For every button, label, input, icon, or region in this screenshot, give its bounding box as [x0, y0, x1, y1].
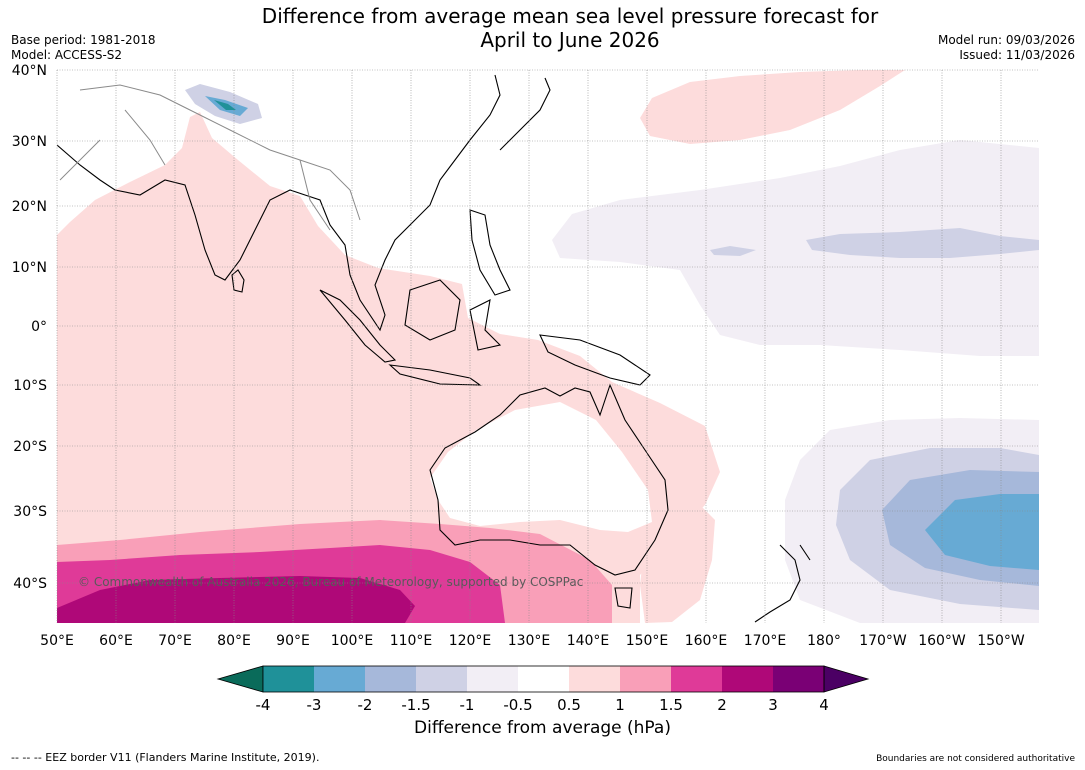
model-name: Model: ACCESS-S2 — [11, 48, 123, 62]
colorbar-segment-low-extend — [216, 665, 264, 693]
positive-band-2-to-3 — [57, 576, 415, 623]
colorbar-tick: 1.5 — [659, 696, 683, 714]
colorbar-segment — [671, 666, 722, 692]
colorbar-ticks: -4 -3 -2 -1.5 -1 -0.5 0.5 1 1.5 2 3 4 — [256, 696, 829, 714]
lat-label: 20°N — [12, 199, 47, 215]
lon-label: 150°E — [626, 633, 669, 649]
lat-label: 30°S — [13, 504, 47, 520]
negative-anomaly-himalaya-center — [214, 100, 236, 110]
lon-label: 70°E — [158, 633, 192, 649]
lon-label: 80°E — [217, 633, 251, 649]
lat-label: 40°S — [13, 576, 47, 592]
colorbar-tick: -4 — [256, 696, 271, 714]
colorbar-segment-high-extend — [823, 665, 870, 693]
colorbar-segment — [722, 666, 773, 692]
attribution-text: © Commonwealth of Australia 2026, Bureau… — [78, 575, 583, 589]
latitude-labels: 40°N 30°N 20°N 10°N 0° 10°S 20°S 30°S 40… — [12, 63, 47, 592]
colorbar-tick: -2 — [358, 696, 373, 714]
colorbar — [216, 665, 870, 693]
lat-label: 10°N — [12, 260, 47, 276]
lon-label: 120°E — [449, 633, 492, 649]
model-run: Model run: 09/03/2026 — [937, 33, 1075, 47]
anomaly-layer — [57, 70, 1039, 623]
negative-anomaly-south-pacific-3 — [925, 494, 1039, 570]
coastline-borneo — [404, 279, 461, 341]
positive-anomaly-tasman — [640, 505, 715, 623]
border-asia-4 — [59, 139, 101, 181]
colorbar-segment — [416, 666, 467, 692]
coastline-philippines — [469, 209, 511, 296]
lon-label: 140°E — [567, 633, 610, 649]
lon-label: 160°W — [918, 633, 966, 649]
colorbar-tick: 1 — [615, 696, 625, 714]
issued-date: Issued: 11/03/2026 — [959, 48, 1075, 62]
colorbar-tick: 3 — [768, 696, 778, 714]
lon-label: 160°E — [685, 633, 728, 649]
border-asia-2 — [124, 109, 166, 166]
lat-label: 40°N — [12, 63, 47, 79]
colorbar-tick: 0.5 — [557, 696, 581, 714]
lon-label: 50°E — [40, 633, 74, 649]
colorbar-segment — [314, 666, 365, 692]
lat-label: 20°S — [13, 439, 47, 455]
coastline-new-zealand — [754, 544, 811, 623]
lon-label: 90°E — [276, 633, 310, 649]
lon-label: 180° — [807, 633, 841, 649]
colorbar-segment — [263, 666, 314, 692]
border-asia-3 — [299, 159, 331, 231]
gridlines — [56, 69, 1039, 623]
map-title: Difference from average mean sea level p… — [261, 4, 879, 52]
lat-label: 10°S — [13, 378, 47, 394]
coastline-japan — [499, 77, 551, 151]
negative-band-north-pacific-small — [710, 246, 756, 256]
lon-label: 130°E — [508, 633, 551, 649]
colorbar-tick: -1 — [460, 696, 475, 714]
coastline-sulawesi — [469, 299, 502, 351]
neutral-indian-ocean-gap — [57, 270, 430, 480]
negative-anomaly-north-pacific — [552, 140, 1039, 356]
lon-label: 100°E — [331, 633, 374, 649]
lon-label: 170°W — [859, 633, 907, 649]
neutral-inland-australia — [430, 402, 652, 532]
colorbar-tick: 4 — [819, 696, 829, 714]
lon-label: 60°E — [99, 633, 133, 649]
colorbar-segment — [569, 666, 620, 692]
colorbar-tick: 2 — [717, 696, 727, 714]
lon-label: 110°E — [390, 633, 433, 649]
border-asia-1 — [79, 84, 361, 221]
coastline-sumatra — [319, 289, 397, 363]
base-period: Base period: 1981-2018 — [11, 33, 156, 47]
colorbar-segment — [365, 666, 416, 692]
colorbar-label: Difference from average (hPa) — [414, 718, 671, 738]
lat-label: 0° — [31, 319, 47, 335]
country-borders — [59, 84, 361, 231]
boundary-disclaimer: Boundaries are not considered authoritat… — [876, 754, 1075, 764]
lon-label: 150°W — [977, 633, 1025, 649]
coastline-tasmania — [614, 587, 633, 609]
longitude-labels: 50°E 60°E 70°E 80°E 90°E 100°E 110°E 120… — [40, 633, 1025, 649]
colorbar-segment — [518, 666, 569, 692]
lat-label: 30°N — [12, 134, 47, 150]
coastline-australia — [429, 383, 669, 576]
lon-label: 170°E — [744, 633, 787, 649]
colorbar-tick: -1.5 — [401, 696, 430, 714]
coastline-sri-lanka — [231, 269, 245, 293]
colorbar-segment — [467, 666, 518, 692]
colorbar-tick: -3 — [307, 696, 322, 714]
negative-band-north-pacific-inner — [806, 228, 1039, 258]
colorbar-segment — [620, 666, 671, 692]
colorbar-tick: -0.5 — [503, 696, 532, 714]
eez-border-note: -- -- -- EEZ border V11 (Flanders Marine… — [11, 751, 320, 764]
colorbar-segment — [773, 666, 824, 692]
